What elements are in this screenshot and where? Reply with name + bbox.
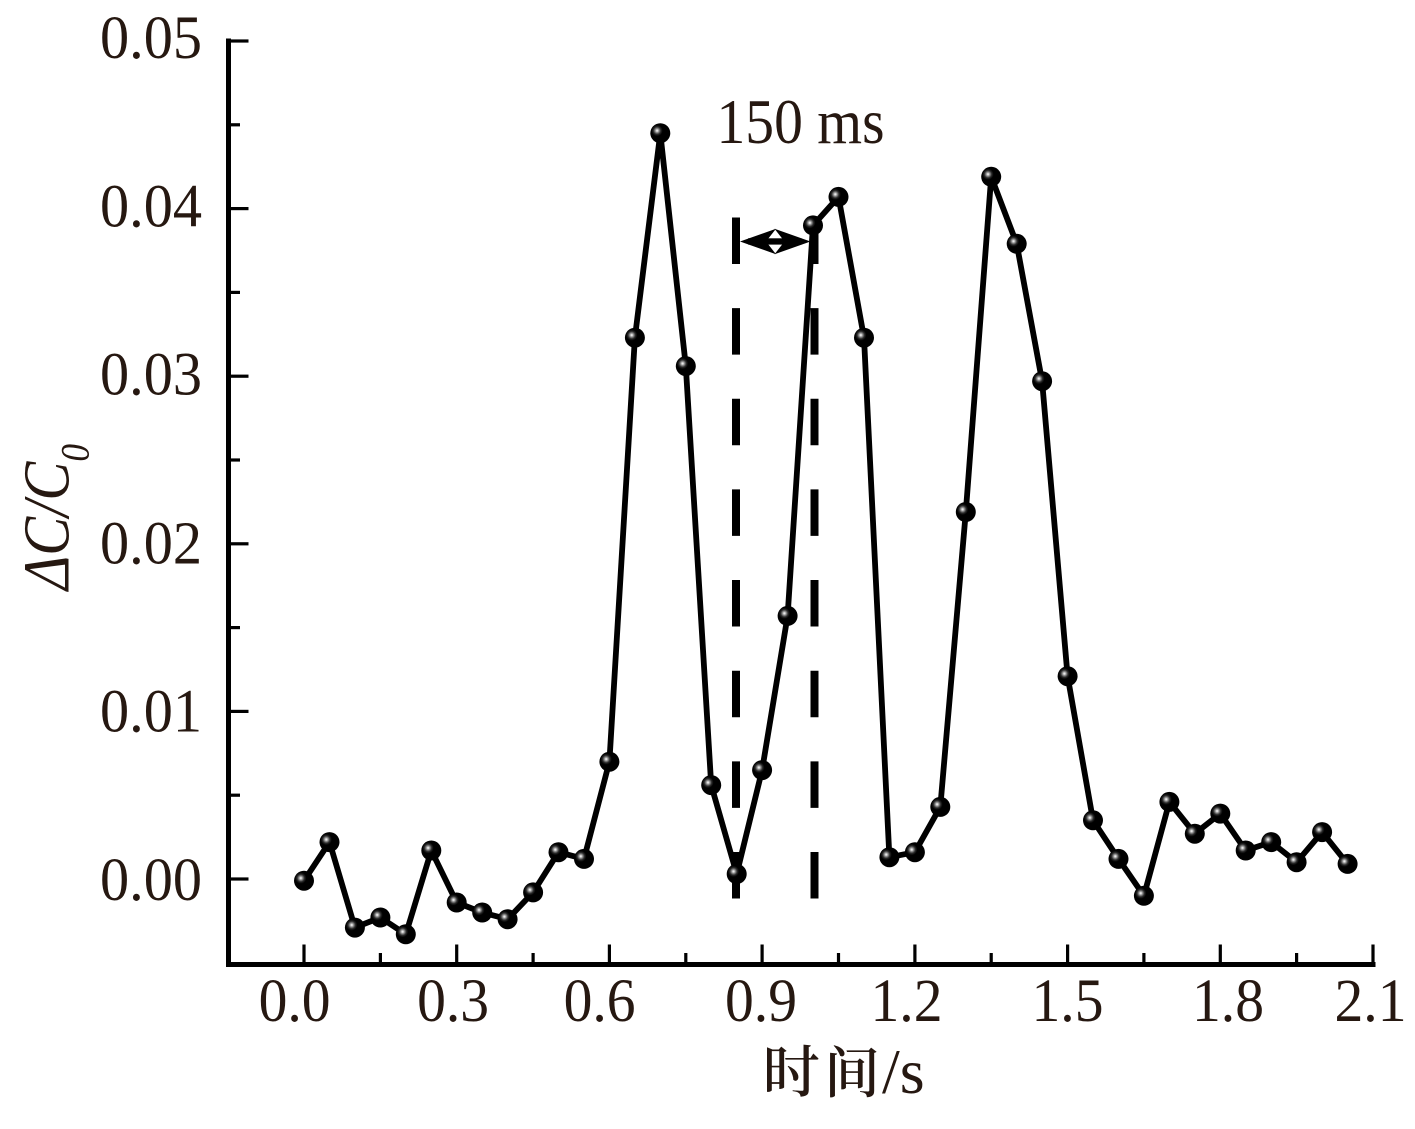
svg-text:1.5: 1.5 [1032, 968, 1104, 1035]
svg-text:150 ms: 150 ms [717, 86, 885, 157]
svg-text:0.00: 0.00 [100, 847, 202, 914]
svg-text:0.05: 0.05 [100, 5, 202, 72]
svg-text:0.9: 0.9 [725, 968, 797, 1035]
svg-text:0.6: 0.6 [564, 968, 636, 1035]
svg-text:0.04: 0.04 [100, 173, 202, 240]
svg-text:ΔC/C0: ΔC/C0 [11, 444, 98, 593]
svg-text:0.0: 0.0 [259, 968, 331, 1035]
svg-text:/s: /s [882, 1036, 925, 1107]
svg-text:2.1: 2.1 [1335, 968, 1407, 1035]
svg-text:0.3: 0.3 [417, 968, 489, 1035]
svg-text:0.01: 0.01 [100, 678, 202, 745]
svg-text:1.2: 1.2 [871, 968, 943, 1035]
svg-text:0.02: 0.02 [100, 510, 202, 577]
svg-text:1.8: 1.8 [1192, 968, 1264, 1035]
svg-text:0.03: 0.03 [100, 342, 202, 409]
